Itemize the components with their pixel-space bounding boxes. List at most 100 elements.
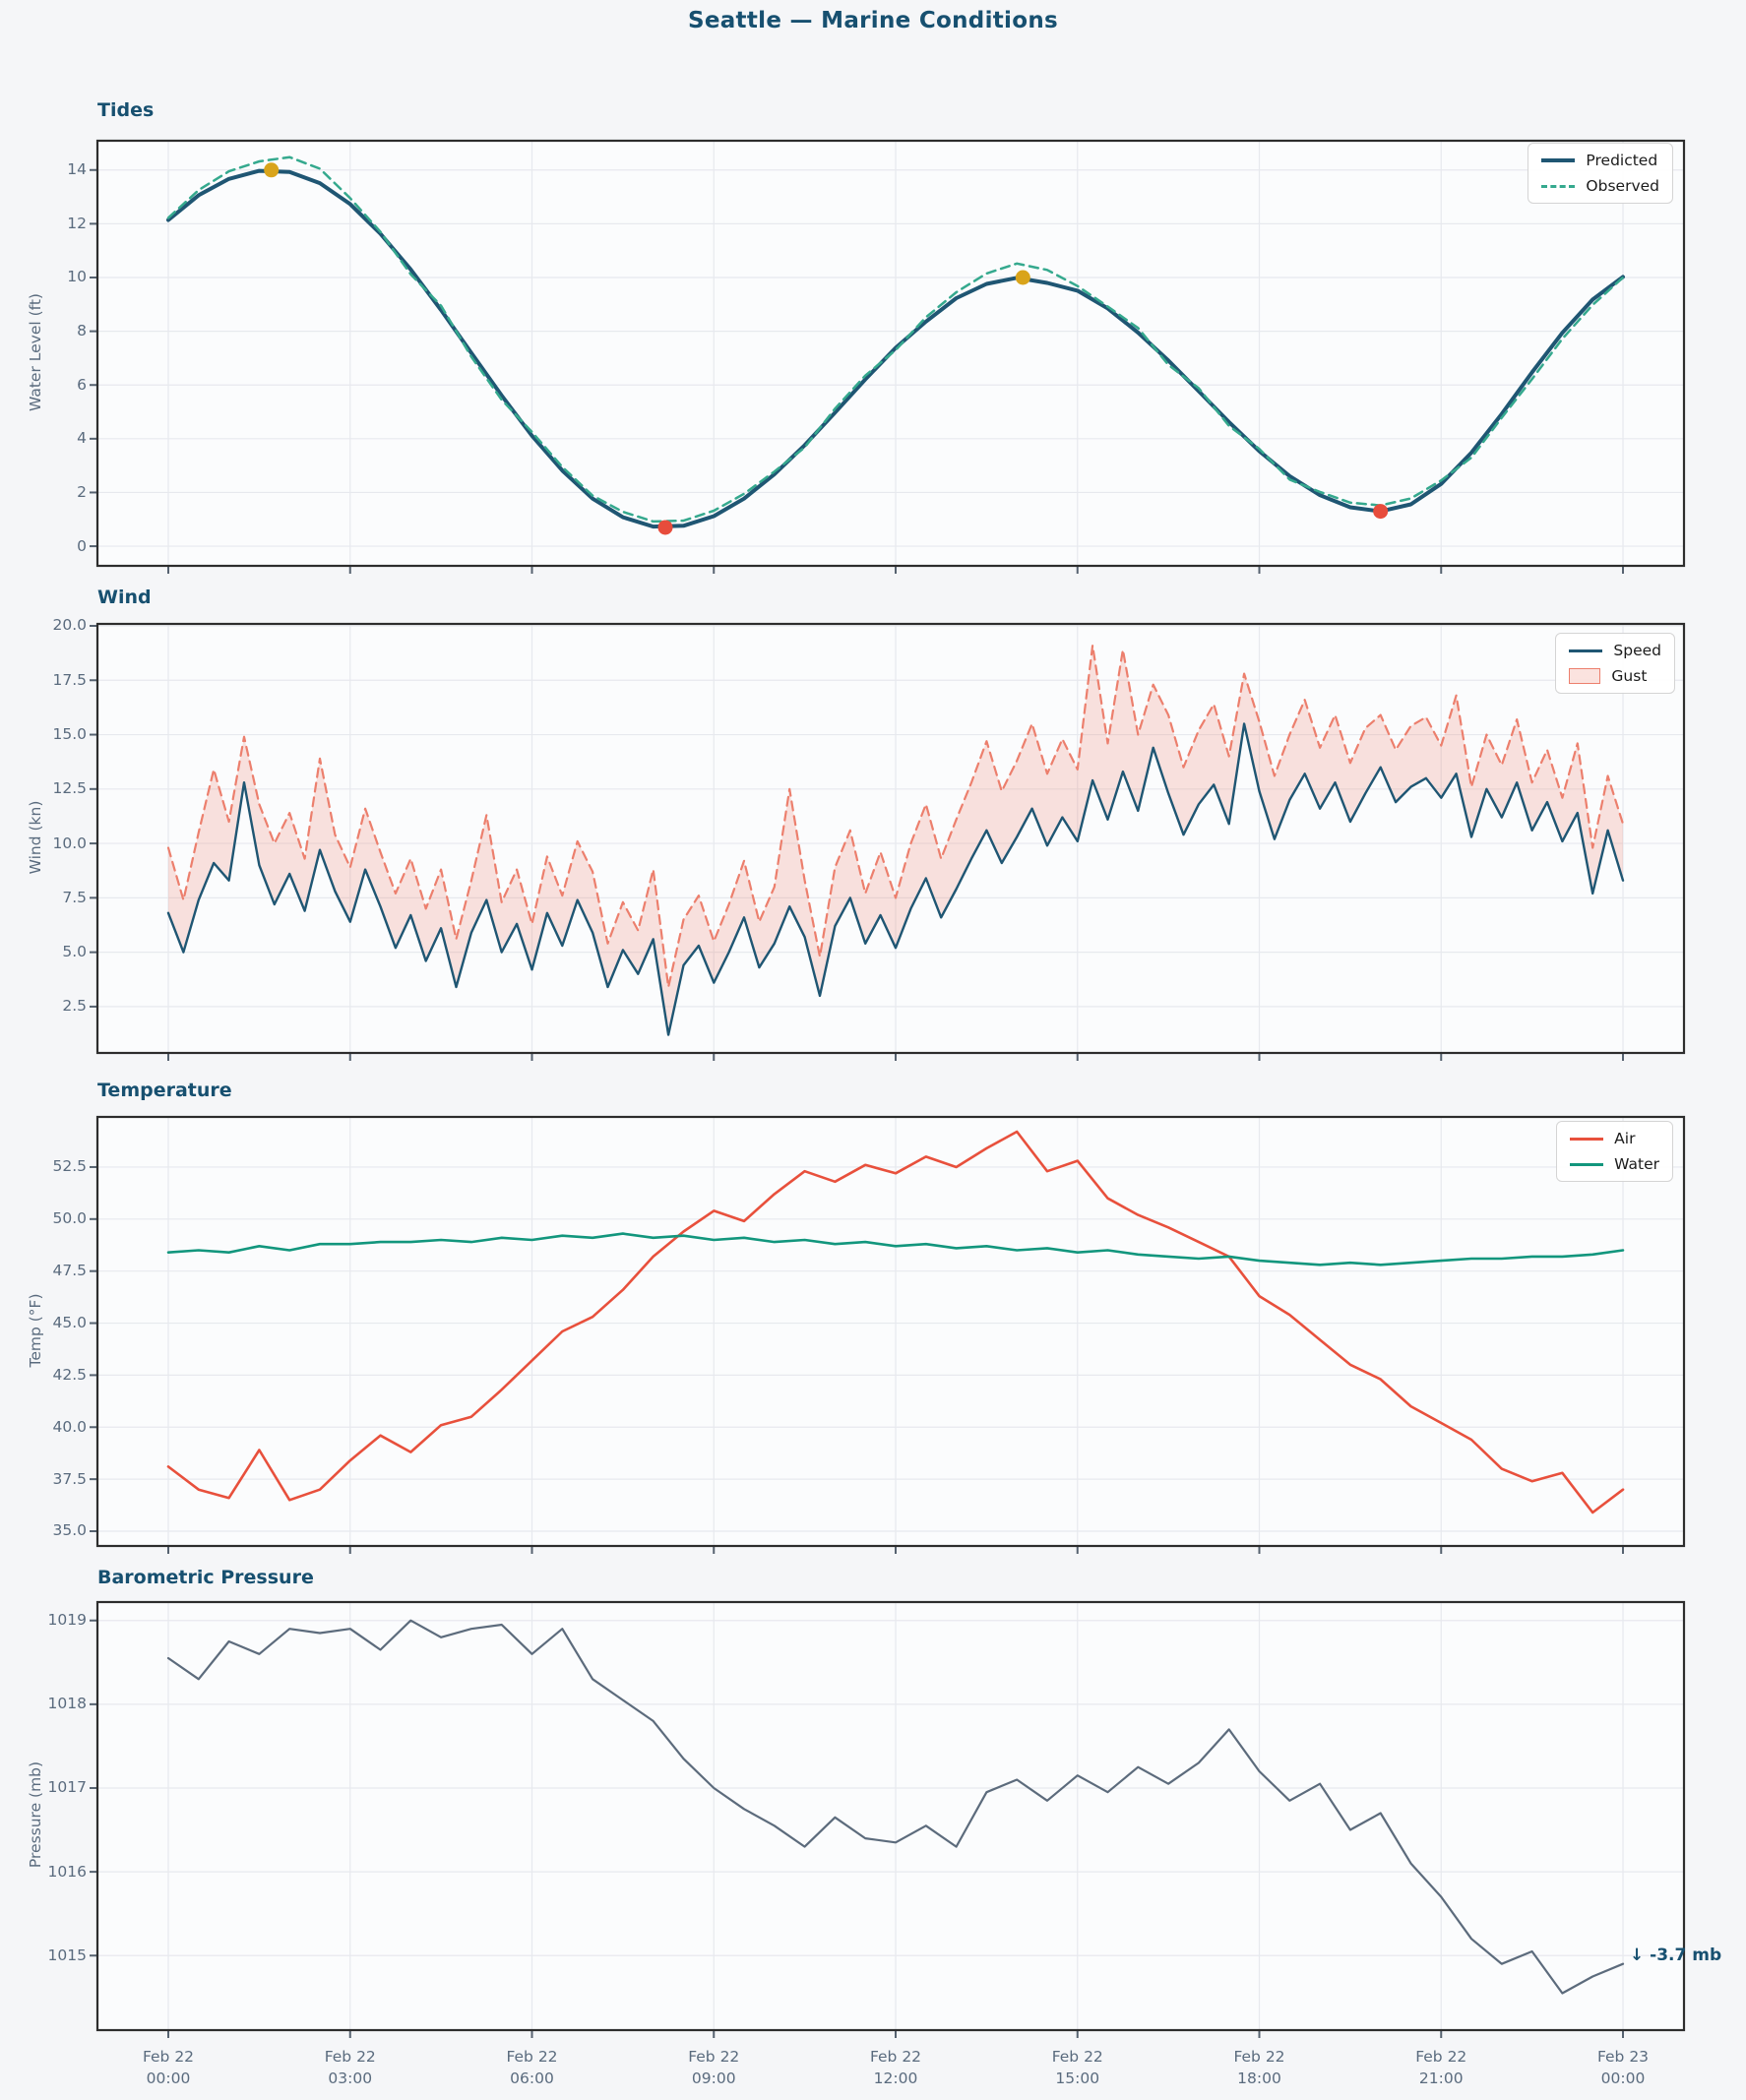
legend-wind: Speed Gust xyxy=(1555,633,1675,694)
axes-background xyxy=(97,624,1684,1053)
x-tick-date: Feb 22 xyxy=(1233,2048,1285,2066)
x-tick-time: 06:00 xyxy=(510,2069,554,2087)
tick-marks xyxy=(90,624,1624,1061)
high-tide-marker xyxy=(264,162,280,178)
y-tick-label: 12 xyxy=(67,214,87,232)
panel-title-wind: Wind xyxy=(97,587,152,608)
y-tick-label: 20.0 xyxy=(52,616,87,635)
x-tick-time: 00:00 xyxy=(1600,2069,1646,2087)
x-tick-time: 00:00 xyxy=(146,2069,191,2087)
legend-item-speed: Speed xyxy=(1569,642,1661,659)
y-tick-label: 8 xyxy=(77,322,87,340)
x-tick-date: Feb 22 xyxy=(1415,2048,1467,2066)
legend-label: Speed xyxy=(1613,642,1661,659)
x-tick-date: Feb 22 xyxy=(1051,2048,1103,2066)
y-tick-label: 2.5 xyxy=(62,997,87,1016)
y-tick-label: 1016 xyxy=(47,1862,87,1881)
y-tick-label: 17.5 xyxy=(52,670,87,689)
y-tick-label: 50.0 xyxy=(52,1209,87,1228)
x-tick-label: Feb 23 00:00 xyxy=(1564,2046,1682,2089)
x-tick-label: Feb 22 18:00 xyxy=(1201,2046,1319,2089)
x-tick-label: Feb 22 03:00 xyxy=(291,2046,409,2089)
y-tick-label: 1018 xyxy=(47,1695,87,1713)
x-tick-label: Feb 22 21:00 xyxy=(1382,2046,1500,2089)
x-tick-time: 09:00 xyxy=(691,2069,736,2087)
air-line xyxy=(166,1130,1625,1514)
legend-item-observed: Observed xyxy=(1541,177,1659,195)
low-tide-marker xyxy=(1373,504,1389,520)
x-tick-time: 03:00 xyxy=(328,2069,373,2087)
x-tick-time: 18:00 xyxy=(1237,2069,1281,2087)
x-tick-time: 12:00 xyxy=(873,2069,918,2087)
gust-line xyxy=(166,644,1625,989)
axes-spines xyxy=(95,1115,1686,1548)
speed-line xyxy=(166,722,1625,1036)
water-line-sample xyxy=(1570,1162,1604,1166)
y-tick-label: 0 xyxy=(77,536,87,555)
y-tick-label: 5.0 xyxy=(62,943,87,961)
y-tick-label: 47.5 xyxy=(52,1262,87,1280)
pressure-line xyxy=(166,1619,1625,1995)
axes-spines xyxy=(95,139,1686,568)
gust-patch-sample xyxy=(1569,668,1601,684)
x-tick-label: Feb 22 00:00 xyxy=(109,2046,227,2089)
legend-label: Water xyxy=(1614,1155,1659,1173)
speed-line-sample xyxy=(1569,649,1603,652)
x-tick-label: Feb 22 12:00 xyxy=(837,2046,955,2089)
y-tick-label: 42.5 xyxy=(52,1365,87,1384)
y-tick-label: 10 xyxy=(67,268,87,286)
x-tick-time: 15:00 xyxy=(1055,2069,1100,2087)
tick-marks xyxy=(90,1165,1624,1554)
y-axis-label-pressure: Pressure (mb) xyxy=(27,1760,44,1869)
y-tick-label: 52.5 xyxy=(52,1157,87,1176)
x-tick-time: 21:00 xyxy=(1418,2069,1464,2087)
panel-title-tides: Tides xyxy=(97,99,155,121)
legend-label: Observed xyxy=(1586,177,1659,195)
x-tick-date: Feb 22 xyxy=(324,2048,376,2066)
y-tick-label: 10.0 xyxy=(52,834,87,852)
legend-label: Predicted xyxy=(1586,152,1658,169)
legend-item-air: Air xyxy=(1570,1130,1659,1147)
x-tick-date: Feb 22 xyxy=(688,2048,740,2066)
water-line xyxy=(166,1232,1625,1266)
page-title: Seattle — Marine Conditions xyxy=(687,8,1059,33)
x-tick-label: Feb 22 09:00 xyxy=(655,2046,773,2089)
y-tick-label: 12.5 xyxy=(52,779,87,798)
legend-tides: Predicted Observed xyxy=(1528,143,1673,204)
y-tick-label: 4 xyxy=(77,429,87,448)
x-tick-date: Feb 22 xyxy=(869,2048,922,2066)
axes-spines xyxy=(95,1600,1686,2032)
y-tick-label: 7.5 xyxy=(62,888,87,906)
legend-temperature: Air Water xyxy=(1556,1121,1673,1182)
y-tick-label: 40.0 xyxy=(52,1417,87,1436)
high-tide-marker xyxy=(1015,270,1030,285)
legend-item-predicted: Predicted xyxy=(1541,152,1659,169)
axes-spines xyxy=(95,622,1686,1055)
panel-title-pressure: Barometric Pressure xyxy=(97,1567,314,1588)
panel-barometric-pressure xyxy=(90,1600,1686,2038)
y-tick-label: 1015 xyxy=(47,1946,87,1964)
y-tick-label: 35.0 xyxy=(52,1521,87,1540)
x-tick-label: Feb 22 15:00 xyxy=(1019,2046,1137,2089)
panel-wind xyxy=(90,622,1686,1061)
y-tick-label: 45.0 xyxy=(52,1314,87,1332)
y-tick-label: 1017 xyxy=(47,1778,87,1797)
panel-title-temperature: Temperature xyxy=(97,1080,232,1101)
x-tick-label: Feb 22 06:00 xyxy=(473,2046,592,2089)
air-line-sample xyxy=(1570,1137,1604,1141)
y-tick-label: 6 xyxy=(77,375,87,394)
tick-marks xyxy=(90,1619,1624,2038)
panel-temperature xyxy=(90,1115,1686,1554)
panel-tides xyxy=(90,139,1686,574)
axes-background xyxy=(97,1602,1684,2030)
y-tick-label: 37.5 xyxy=(52,1469,87,1488)
x-tick-date: Feb 23 xyxy=(1596,2048,1650,2066)
pressure-drop-annotation: ↓ -3.7 mb xyxy=(1630,1946,1722,1965)
y-tick-label: 1019 xyxy=(47,1611,87,1630)
grid xyxy=(97,1602,1684,2030)
predicted-line-sample xyxy=(1541,158,1576,162)
y-tick-label: 14 xyxy=(67,160,87,179)
y-tick-label: 2 xyxy=(77,482,87,501)
